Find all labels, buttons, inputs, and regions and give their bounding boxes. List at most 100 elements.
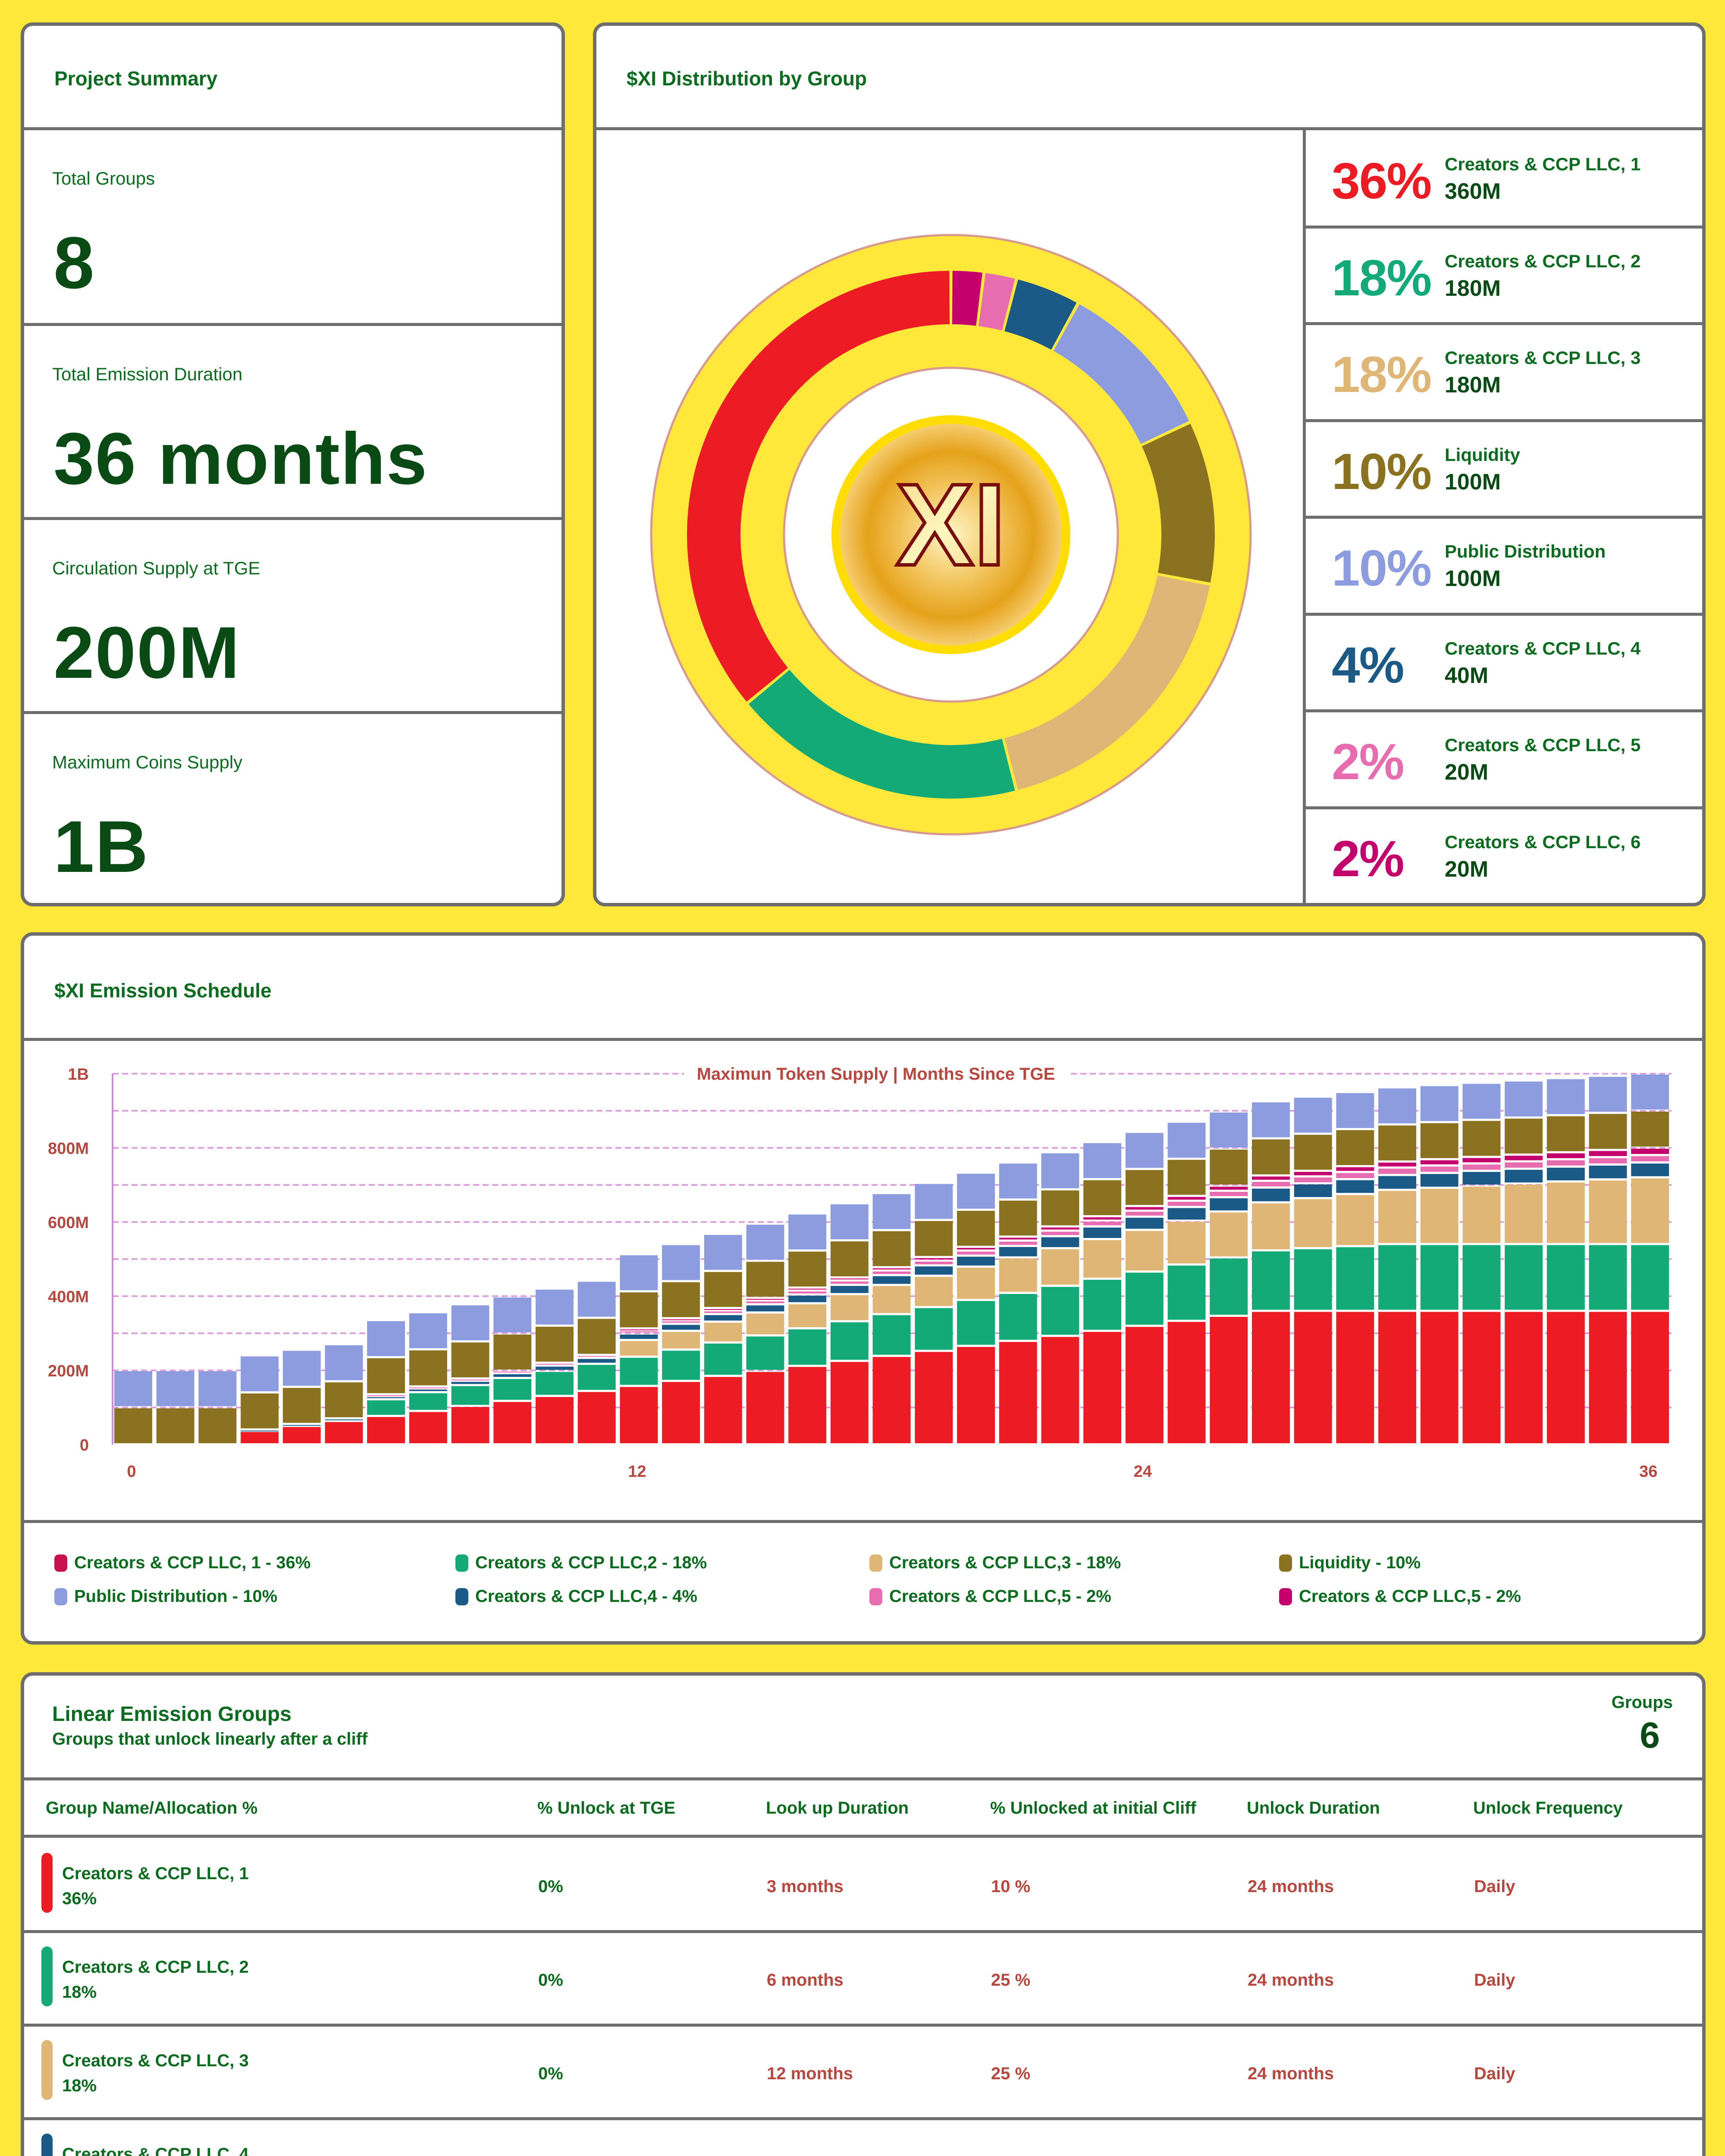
bar-segment-public-distribution-m4 (282, 1351, 321, 1386)
bar-segment-creators-ccp-llc-5-m17 (830, 1282, 869, 1284)
bar-segment-creators-ccp-llc-1-m9 (493, 1402, 532, 1443)
bar-segment-creators-ccp-llc-4-m7 (409, 1389, 447, 1391)
bar-segment-creators-ccp-llc-6-m28 (1294, 1172, 1332, 1175)
bar-segment-liquidity-m32 (1462, 1121, 1501, 1156)
bar-segment-creators-ccp-llc-2-m8 (451, 1386, 489, 1405)
bar-segment-creators-ccp-llc-5-m27 (1252, 1181, 1290, 1187)
bar-segment-public-distribution-m33 (1505, 1081, 1543, 1117)
bar-segment-creators-ccp-llc-1-m27 (1252, 1312, 1290, 1443)
bar-segment-creators-ccp-llc-3-m18 (872, 1286, 911, 1313)
bar-segment-creators-ccp-llc-2-m22 (1041, 1287, 1079, 1335)
chart-legend-item: Creators & CCP LLC,5 - 2% (1279, 1587, 1521, 1606)
chart-legend-item: Creators & CCP LLC,5 - 2% (869, 1587, 1111, 1606)
bar-segment-creators-ccp-llc-3-m17 (830, 1295, 869, 1320)
x-tick-label: 24 (1134, 1463, 1152, 1481)
bar-segment-creators-ccp-llc-2-m34 (1546, 1245, 1585, 1310)
bar-segment-liquidity-m34 (1546, 1116, 1585, 1151)
donut-svg: XI (650, 234, 1252, 836)
bar-segment-creators-ccp-llc-1-m21 (999, 1342, 1037, 1443)
bar-segment-liquidity-m1 (156, 1408, 194, 1443)
bar-segment-creators-ccp-llc-5-m14 (704, 1311, 742, 1313)
bar-segment-public-distribution-m35 (1589, 1077, 1627, 1112)
bar-segment-creators-ccp-llc-4-m21 (999, 1247, 1037, 1257)
legend-percent: 18% (1332, 249, 1432, 307)
bar-segment-creators-ccp-llc-5-m18 (872, 1271, 911, 1274)
bar-segment-creators-ccp-llc-2-m26 (1210, 1258, 1248, 1315)
legend-group-name: Creators & CCP LLC, 6 (1445, 831, 1641, 852)
bar-segment-public-distribution-m28 (1294, 1097, 1332, 1133)
legend-percent: 4% (1332, 636, 1405, 694)
bar-segment-creators-ccp-llc-4-m32 (1462, 1172, 1501, 1185)
bar-segment-creators-ccp-llc-3-m15 (746, 1313, 784, 1335)
divider (1306, 516, 1702, 519)
divider (1306, 709, 1702, 712)
unlocked-at-cliff: 25 % (991, 2064, 1031, 2084)
bar-segment-creators-ccp-llc-4-m9 (493, 1374, 532, 1377)
legend-group-name: Creators & CCP LLC, 2 (1445, 251, 1641, 271)
bar-segment-creators-ccp-llc-3-m30 (1378, 1191, 1416, 1243)
bar-segment-creators-ccp-llc-6-m34 (1546, 1153, 1585, 1158)
summary-label: Maximum Coins Supply (52, 752, 243, 772)
bar-segment-public-distribution-m14 (704, 1235, 742, 1270)
bar-segment-public-distribution-m25 (1167, 1122, 1206, 1158)
donut-slice-creators-ccp-llc-4 (1004, 279, 1077, 350)
unlocked-at-cliff: 10 % (991, 1877, 1031, 1896)
bar-segment-creators-ccp-llc-1-m14 (704, 1377, 742, 1443)
group-allocation: 18% (62, 1983, 97, 2002)
bar-segment-public-distribution-m6 (367, 1321, 405, 1356)
legend-group-name: Creators & CCP LLC, 3 (1445, 348, 1641, 368)
bar-segment-public-distribution-m7 (409, 1313, 447, 1348)
unlock-duration: 24 months (1248, 1877, 1334, 1896)
unlock-frequency: Daily (1474, 2064, 1515, 2084)
bar-segment-creators-ccp-llc-3-m35 (1589, 1180, 1627, 1243)
legend-percent: 10% (1332, 443, 1432, 500)
bar-segment-creators-ccp-llc-1-m19 (915, 1352, 953, 1443)
bar-segment-creators-ccp-llc-2-m6 (367, 1400, 405, 1415)
coin-face (840, 424, 1062, 646)
donut-slice-creators-ccp-llc-1 (687, 271, 950, 702)
bar-segment-liquidity-m21 (999, 1200, 1037, 1236)
bar-segment-creators-ccp-llc-5-m21 (999, 1241, 1037, 1245)
distribution-legend-item: 18% Creators & CCP LLC, 2 180M (1306, 227, 1702, 324)
divider (596, 127, 1702, 130)
bar-segment-creators-ccp-llc-1-m30 (1378, 1312, 1416, 1443)
bar-segment-public-distribution-m13 (662, 1245, 700, 1280)
bar-segment-creators-ccp-llc-6-m32 (1462, 1158, 1501, 1163)
bar-segment-liquidity-m16 (788, 1251, 827, 1287)
bar-segment-creators-ccp-llc-1-m28 (1294, 1312, 1332, 1443)
bar-segment-creators-ccp-llc-4-m35 (1589, 1166, 1627, 1178)
bar-segment-creators-ccp-llc-3-m13 (662, 1332, 700, 1349)
group-color-bar (41, 2133, 53, 2156)
xi-logo-icon: XI (896, 460, 1006, 590)
bar-segment-liquidity-m4 (282, 1388, 321, 1423)
bar-segment-creators-ccp-llc-5-m28 (1294, 1177, 1332, 1182)
bar-segment-creators-ccp-llc-2-m33 (1505, 1245, 1543, 1310)
legend-label: Creators & CCP LLC,3 - 18% (889, 1553, 1121, 1572)
bar-segment-liquidity-m29 (1336, 1130, 1374, 1165)
legend-amount: 100M (1445, 469, 1501, 495)
distribution-title: $XI Distribution by Group (627, 67, 867, 90)
bar-segment-creators-ccp-llc-3-m33 (1505, 1185, 1543, 1243)
bar-segment-creators-ccp-llc-2-m25 (1167, 1266, 1206, 1320)
bar-segment-public-distribution-m16 (788, 1214, 827, 1250)
bar-segment-creators-ccp-llc-3-m14 (704, 1322, 742, 1341)
bar-segment-liquidity-m35 (1589, 1114, 1627, 1149)
bar-segment-creators-ccp-llc-5-m9 (493, 1372, 532, 1373)
group-name: Creators & CCP LLC, 2 (62, 1957, 249, 1977)
divider (24, 323, 561, 326)
bar-segment-creators-ccp-llc-3-m19 (915, 1277, 953, 1306)
bar-segment-creators-ccp-llc-1-m16 (788, 1367, 827, 1443)
donut-slice-creators-ccp-llc-2 (748, 670, 1015, 799)
chart-legend-item: Creators & CCP LLC,3 - 18% (869, 1553, 1121, 1573)
legend-percent: 2% (1332, 830, 1405, 887)
lookup-duration: 12 months (767, 2064, 853, 2084)
bar-segment-liquidity-m30 (1378, 1125, 1416, 1161)
bar-segment-creators-ccp-llc-4-m26 (1210, 1198, 1248, 1211)
legend-amount: 20M (1445, 856, 1489, 882)
bar-segment-creators-ccp-llc-3-m27 (1252, 1203, 1290, 1250)
bar-segment-creators-ccp-llc-6-m27 (1252, 1176, 1290, 1180)
legend-swatch-icon (54, 1588, 67, 1605)
bar-segment-public-distribution-m5 (325, 1345, 363, 1380)
unlock-duration: 24 months (1248, 1971, 1334, 1990)
bar-segment-public-distribution-m8 (451, 1305, 489, 1341)
